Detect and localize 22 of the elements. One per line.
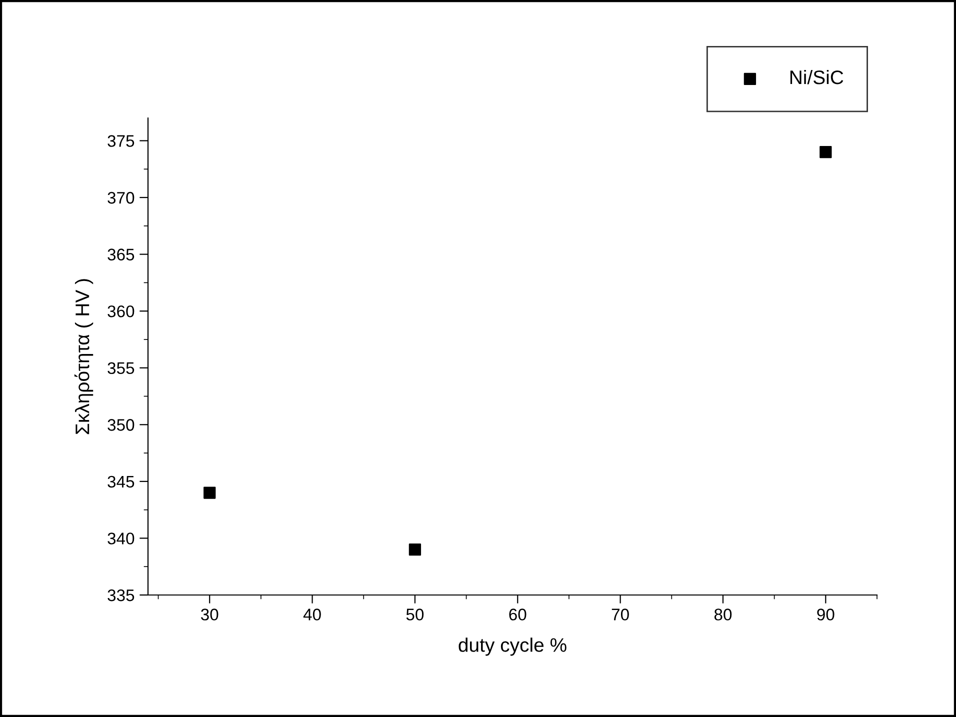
legend-label: Ni/SiC: [790, 70, 844, 84]
x-tick-label: 50: [406, 608, 424, 620]
y-tick-label: 355: [108, 362, 134, 374]
x-tick-label: 40: [303, 608, 321, 620]
y-tick-label: 370: [108, 192, 134, 204]
y-tick-label: 375: [108, 135, 134, 147]
x-tick-label: 80: [714, 608, 732, 620]
y-tick-label: 340: [108, 532, 134, 544]
x-tick-label: 60: [509, 608, 526, 620]
x-tick-label: 30: [200, 608, 218, 620]
y-tick-label: 345: [108, 476, 134, 488]
y-tick-label: 335: [108, 589, 134, 602]
x-tick-label: 70: [612, 608, 629, 620]
point: [408, 543, 422, 556]
x-axis-title: duty cycle %: [458, 638, 566, 656]
y-tick-label: 350: [108, 419, 134, 431]
x-tick-label: 90: [817, 608, 834, 620]
y-tick-label: 365: [108, 248, 134, 260]
point: [820, 146, 832, 158]
point: [204, 486, 216, 499]
y-tick-label: 360: [108, 305, 134, 318]
y-axis-title: Σκληρότητα ( HV ): [74, 279, 94, 434]
